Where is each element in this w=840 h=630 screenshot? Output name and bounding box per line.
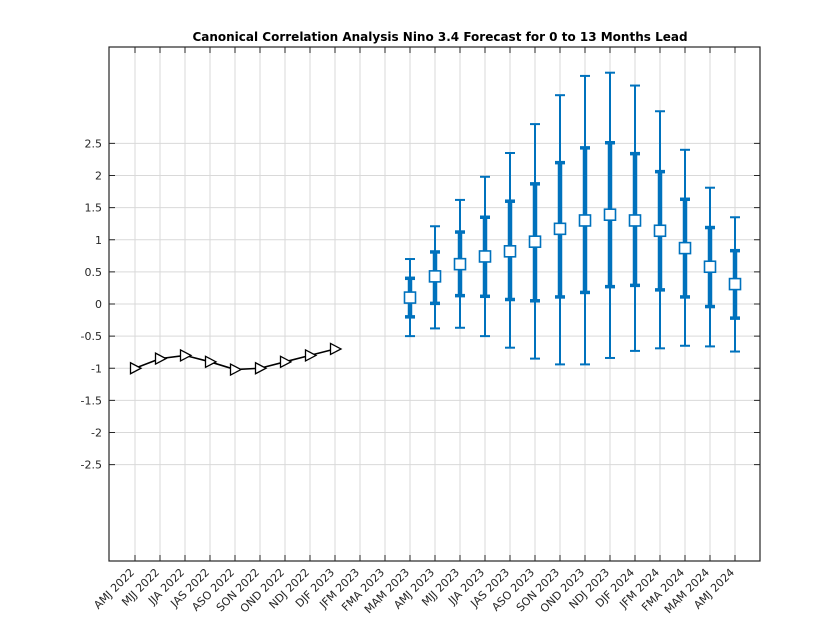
observed-point <box>254 361 268 375</box>
y-tick-label: -2.5 <box>81 459 102 472</box>
observed-point <box>229 362 243 377</box>
forecast-point <box>478 250 492 263</box>
y-tick-label: 0 <box>95 298 102 311</box>
forecast-point <box>603 208 617 221</box>
forecast-point <box>578 214 592 227</box>
observed-point <box>179 348 193 362</box>
forecast-point <box>403 291 417 304</box>
observed-point <box>204 355 218 369</box>
series-layer <box>129 71 742 377</box>
y-tick-label: 1 <box>95 234 102 247</box>
y-tick-label: 0.5 <box>85 266 103 279</box>
y-tick-label: -1.5 <box>81 394 102 407</box>
forecast-point <box>678 241 692 255</box>
y-tick-label: 2.5 <box>85 137 103 150</box>
forecast-point <box>503 245 517 258</box>
forecast-point <box>453 257 467 271</box>
observed-point <box>129 361 143 375</box>
forecast-point <box>703 260 717 274</box>
forecast-point <box>528 235 542 248</box>
forecast-point <box>728 277 742 291</box>
y-tick-label: -2 <box>91 427 102 440</box>
observed-point <box>154 352 168 366</box>
forecast-point <box>428 270 442 283</box>
observed-point <box>304 348 318 362</box>
observed-point <box>279 355 293 369</box>
chart-title: Canonical Correlation Analysis Nino 3.4 … <box>192 30 687 44</box>
forecast-point <box>553 222 567 236</box>
y-tick-label: -1 <box>91 362 102 375</box>
observed-point <box>329 342 343 356</box>
y-tick-label: -0.5 <box>81 330 102 343</box>
forecast-point <box>653 224 667 238</box>
y-tick-label: 1.5 <box>85 202 103 215</box>
y-tick-label: 2 <box>95 170 102 183</box>
forecast-point <box>628 214 642 227</box>
